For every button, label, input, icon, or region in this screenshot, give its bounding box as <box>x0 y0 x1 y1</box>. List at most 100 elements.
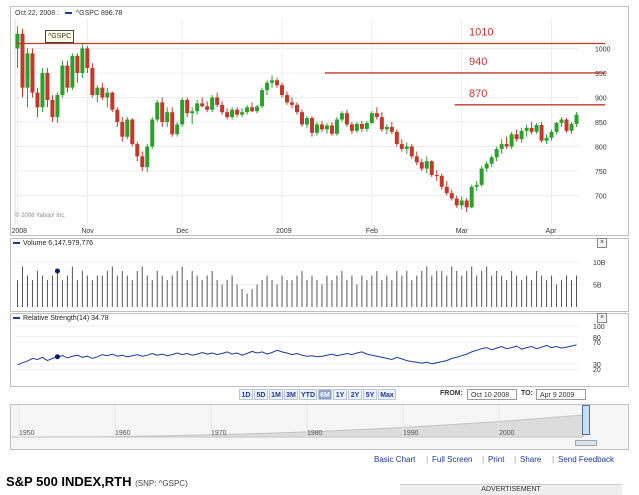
candle-body <box>65 65 70 88</box>
candle-body <box>20 33 25 88</box>
rsi-line <box>17 344 577 366</box>
candle-body <box>519 130 524 140</box>
chart-date: Oct 22, 2008 : <box>15 10 59 17</box>
candle-body <box>424 161 429 169</box>
candle-body <box>329 125 334 134</box>
candle-body <box>245 107 250 113</box>
advertisement-label: ADVERTISEMENT <box>400 484 622 495</box>
candle-body <box>474 184 479 187</box>
candle-body <box>225 112 230 118</box>
candle-body <box>30 53 35 93</box>
candle-body <box>514 134 519 140</box>
resistance-label: 940 <box>469 56 487 68</box>
candle-body <box>40 72 45 108</box>
price-chart-svg[interactable]: 700 750 800 850 900 950 1000 2008 Nov Dec 2009 Feb M… <box>11 7 628 235</box>
candle-body <box>419 162 424 169</box>
index-title-text: S&P 500 INDEX,RTH <box>6 474 132 489</box>
candle-body <box>190 111 195 114</box>
x-tick-label: Feb <box>366 228 378 235</box>
candle-body <box>494 148 499 158</box>
candle-body <box>434 174 439 176</box>
candle-body <box>489 157 494 164</box>
candle-body <box>469 186 474 208</box>
link-full-screen[interactable]: Full Screen <box>432 455 473 464</box>
volume-legend: Volume 6,147,979,776 <box>13 240 93 247</box>
candle-body <box>110 92 115 110</box>
link-separator: | <box>426 455 429 464</box>
candle-body <box>250 107 255 112</box>
candle-body <box>404 146 409 149</box>
candle-body <box>275 80 280 86</box>
candle-body <box>150 119 155 147</box>
chart-symbol: ^GSPC <box>75 10 100 17</box>
candle-body <box>130 119 135 145</box>
price-chart-panel: 700 750 800 850 900 950 1000 2008 Nov Dec 2009 Feb M… <box>10 6 629 236</box>
overview-year-label: 1960 <box>115 430 131 437</box>
overview-area <box>11 414 584 438</box>
candle-body <box>429 161 434 175</box>
to-date-field[interactable]: Apr 9 2009 <box>536 389 586 400</box>
link-send-feedback[interactable]: Send Feedback <box>558 455 615 464</box>
candle-body <box>140 156 145 168</box>
rsi-tick-label: 100 <box>593 324 605 331</box>
range-button-5d[interactable]: 5D <box>254 389 268 400</box>
y-tick-label: 850 <box>595 120 607 127</box>
rsi-tick-label: 30 <box>593 362 601 369</box>
candle-body <box>50 99 55 118</box>
candle-body <box>90 68 95 96</box>
close-volume-button[interactable]: × <box>597 238 607 248</box>
candle-body <box>464 200 469 208</box>
candle-body <box>409 146 414 157</box>
y-tick-label: 700 <box>595 194 607 201</box>
overview-handle[interactable] <box>582 405 590 435</box>
x-tick-label: 2008 <box>11 228 27 235</box>
candle-body <box>554 122 559 132</box>
overview-year-label: 1980 <box>307 430 323 437</box>
candle-body <box>175 124 180 135</box>
link-basic-chart[interactable]: Basic Chart <box>374 455 416 464</box>
overview-scroll-handle[interactable] <box>575 440 597 446</box>
candle-body <box>539 124 544 141</box>
candle-body <box>155 102 160 120</box>
candle-body <box>240 112 245 115</box>
range-button-6m[interactable]: 6M <box>318 389 332 400</box>
link-print[interactable]: Print <box>488 455 505 464</box>
from-date-field[interactable]: Oct 10 2008 <box>467 389 517 400</box>
candle-body <box>569 123 574 131</box>
candle-body <box>205 106 210 110</box>
range-button-2y[interactable]: 2Y <box>348 389 362 400</box>
candle-body <box>85 48 90 69</box>
candle-body <box>145 146 150 168</box>
overview-navigator[interactable]: 1950 1960 1970 1980 1990 2000 <box>10 404 629 450</box>
candle-body <box>524 127 529 131</box>
candle-body <box>210 97 215 110</box>
link-separator: | <box>514 455 517 464</box>
range-button-1y[interactable]: 1Y <box>333 389 347 400</box>
candle-body <box>309 118 314 133</box>
close-rsi-button[interactable]: × <box>597 313 607 323</box>
volume-chart-svg[interactable]: 5B 10B <box>11 239 628 311</box>
candle-body <box>255 106 260 112</box>
range-button-3m[interactable]: 3M <box>284 389 298 400</box>
volume-tick-label: 5B <box>593 283 602 290</box>
index-subtitle: (SNP: ^GSPC) <box>135 479 188 488</box>
range-button-max[interactable]: Max <box>378 389 396 400</box>
range-button-5y[interactable]: 5Y <box>363 389 377 400</box>
rsi-tick-label: 70 <box>593 340 601 347</box>
range-button-ytd[interactable]: YTD <box>299 389 317 400</box>
candle-body <box>544 137 549 141</box>
rsi-swatch <box>13 316 20 319</box>
candle-body <box>235 109 240 115</box>
range-button-1m[interactable]: 1M <box>269 389 283 400</box>
candle-body <box>230 109 235 118</box>
candle-body <box>260 90 265 107</box>
candle-body <box>100 87 105 98</box>
candle-body <box>270 80 275 83</box>
link-share[interactable]: Share <box>520 455 542 464</box>
rsi-legend: Relative Strength(14) 34.78 <box>13 315 109 322</box>
candle-body <box>80 48 85 73</box>
candle-body <box>200 103 205 107</box>
range-button-1d[interactable]: 1D <box>239 389 253 400</box>
resistance-label: 870 <box>469 88 487 100</box>
